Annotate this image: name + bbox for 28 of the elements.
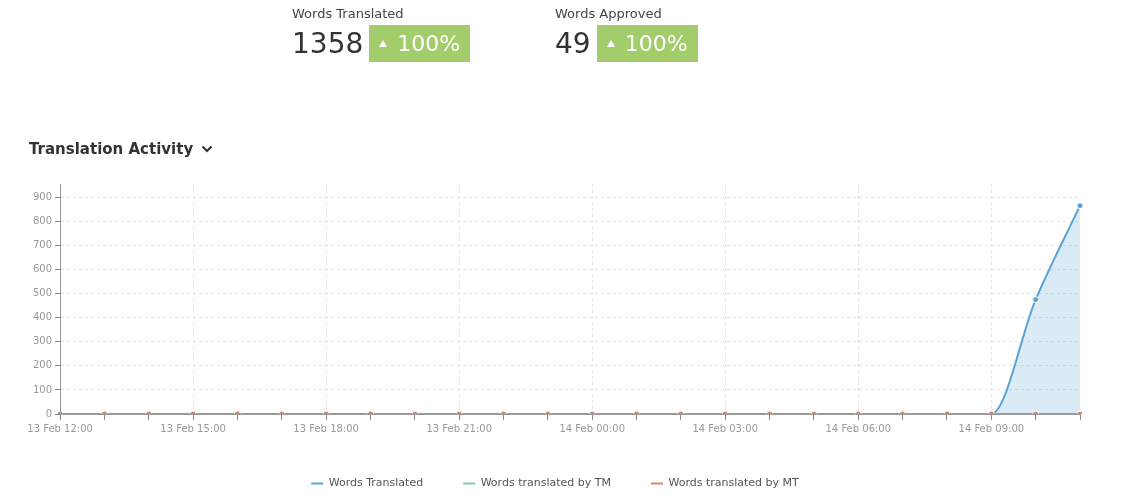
y-tick-label: 800 bbox=[32, 214, 53, 226]
y-tick-label: 100 bbox=[32, 383, 53, 395]
x-tick-label: 14 Feb 00:00 bbox=[559, 422, 626, 434]
x-tick-label: 13 Feb 18:00 bbox=[293, 422, 359, 434]
text: Words Translated bbox=[292, 6, 405, 21]
y-tick-label: 700 bbox=[32, 239, 53, 251]
x-tick-label: 14 Feb 09:00 bbox=[958, 422, 1025, 434]
y-tick-label: 0 bbox=[45, 407, 53, 419]
y-tick-label: 500 bbox=[32, 287, 53, 299]
text: 100% bbox=[397, 31, 461, 56]
y-tick-label: 300 bbox=[32, 335, 53, 347]
x-tick-label: 13 Feb 15:00 bbox=[160, 422, 226, 434]
y-tick-label: 600 bbox=[32, 263, 53, 275]
x-tick-label: 14 Feb 06:00 bbox=[825, 422, 892, 434]
text: 100% bbox=[624, 31, 688, 56]
legend-label: Words translated by MT bbox=[668, 476, 800, 490]
legend-label: Words translated by TM bbox=[480, 476, 611, 490]
y-tick-label: 200 bbox=[32, 359, 53, 371]
x-tick-label: 14 Feb 03:00 bbox=[692, 422, 759, 434]
y-tick-label: 900 bbox=[32, 190, 53, 202]
y-tick-label: 400 bbox=[32, 311, 53, 323]
chart-title: Translation Activity bbox=[29, 140, 194, 158]
legend-label: Words Translated bbox=[328, 476, 424, 490]
text: 1358 bbox=[292, 27, 364, 60]
x-tick-label: 13 Feb 12:00 bbox=[27, 422, 93, 434]
text: 49 bbox=[555, 27, 591, 60]
x-tick-label: 13 Feb 21:00 bbox=[426, 422, 492, 434]
text: Words Approved bbox=[555, 6, 663, 21]
